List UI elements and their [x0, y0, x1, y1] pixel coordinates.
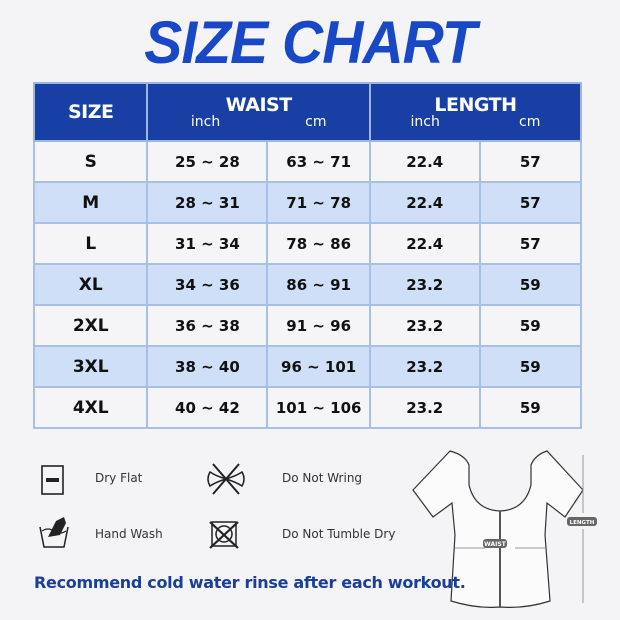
- cell-length-inch: 23.2: [368, 263, 481, 306]
- header-size: SIZE: [32, 82, 149, 142]
- cell-waist-inch: 25 ~ 28: [146, 140, 269, 183]
- cell-length-cm: 57: [478, 181, 583, 224]
- cell-size: S: [32, 140, 149, 183]
- do-not-wring-icon: [207, 463, 245, 495]
- cell-length-inch: 22.4: [368, 222, 481, 265]
- table-row: 3XL 38 ~ 40 96 ~ 101 23.2 59: [32, 345, 583, 388]
- do-not-tumble-dry-icon: [209, 521, 239, 549]
- cell-length-inch: 22.4: [368, 140, 481, 183]
- cell-size: 3XL: [32, 345, 149, 388]
- table-row: 4XL 40 ~ 42 101 ~ 106 23.2 59: [32, 386, 583, 429]
- cell-waist-inch: 31 ~ 34: [146, 222, 269, 265]
- cell-waist-cm: 96 ~ 101: [266, 345, 371, 388]
- length-label: LENGTH: [570, 520, 595, 526]
- cell-waist-cm: 63 ~ 71: [266, 140, 371, 183]
- cell-waist-cm: 86 ~ 91: [266, 263, 371, 306]
- cell-size: XL: [32, 263, 149, 306]
- care-label: Hand Wash: [95, 527, 163, 541]
- care-note: Recommend cold water rinse after each wo…: [34, 573, 466, 592]
- cell-length-cm: 59: [478, 386, 583, 429]
- cell-size: M: [32, 181, 149, 224]
- cell-length-inch: 23.2: [368, 304, 481, 347]
- cell-length-cm: 57: [478, 140, 583, 183]
- cell-waist-inch: 28 ~ 31: [146, 181, 269, 224]
- care-label: Do Not Wring: [282, 471, 363, 485]
- care-label: Dry Flat: [95, 471, 143, 485]
- cell-waist-inch: 38 ~ 40: [146, 345, 269, 388]
- cell-length-cm: 57: [478, 222, 583, 265]
- cell-waist-inch: 40 ~ 42: [146, 386, 269, 429]
- table-row: M 28 ~ 31 71 ~ 78 22.4 57: [32, 181, 583, 224]
- cell-length-cm: 59: [478, 345, 583, 388]
- cell-waist-inch: 36 ~ 38: [146, 304, 269, 347]
- unit-inch: inch: [410, 114, 440, 130]
- waist-tag: [483, 539, 507, 548]
- waist-label: WAIST: [484, 541, 507, 548]
- hand-wash-icon: [39, 517, 69, 548]
- shirt-outline: [412, 450, 584, 608]
- length-tag: [567, 517, 597, 526]
- cell-length-cm: 59: [478, 263, 583, 306]
- header-length: LENGTH inch cm: [368, 82, 583, 142]
- cell-waist-cm: 101 ~ 106: [266, 386, 371, 429]
- header-waist-label: WAIST: [225, 94, 293, 116]
- cell-length-cm: 59: [478, 304, 583, 347]
- cell-waist-cm: 71 ~ 78: [266, 181, 371, 224]
- header-waist: WAIST inch cm: [146, 82, 371, 142]
- cell-size: 2XL: [32, 304, 149, 347]
- cell-waist-inch: 34 ~ 36: [146, 263, 269, 306]
- cell-waist-cm: 91 ~ 96: [266, 304, 371, 347]
- care-label: Do Not Tumble Dry: [282, 527, 396, 541]
- table-row: 2XL 36 ~ 38 91 ~ 96 23.2 59: [32, 304, 583, 347]
- unit-cm: cm: [519, 114, 541, 130]
- table-row: L 31 ~ 34 78 ~ 86 22.4 57: [32, 222, 583, 265]
- unit-inch: inch: [190, 114, 221, 130]
- dry-flat-icon: [41, 465, 64, 495]
- table-row: XL 34 ~ 36 86 ~ 91 23.2 59: [32, 263, 583, 306]
- table-row: S 25 ~ 28 63 ~ 71 22.4 57: [32, 140, 583, 183]
- header-length-label: LENGTH: [434, 94, 517, 116]
- header-size-label: SIZE: [67, 101, 114, 123]
- unit-cm: cm: [305, 114, 327, 130]
- cell-length-inch: 23.2: [368, 345, 481, 388]
- page-title: SIZE CHART: [144, 9, 476, 76]
- cell-size: L: [32, 222, 149, 265]
- size-table: SIZE WAIST inch cm LENGTH inch cm S 25 ~ 28…: [32, 82, 583, 429]
- cell-waist-cm: 78 ~ 86: [266, 222, 371, 265]
- cell-length-inch: 23.2: [368, 386, 481, 429]
- cell-size: 4XL: [32, 386, 149, 429]
- shirt-diagram: WAIST LENGTH: [412, 450, 597, 608]
- cell-length-inch: 22.4: [368, 181, 481, 224]
